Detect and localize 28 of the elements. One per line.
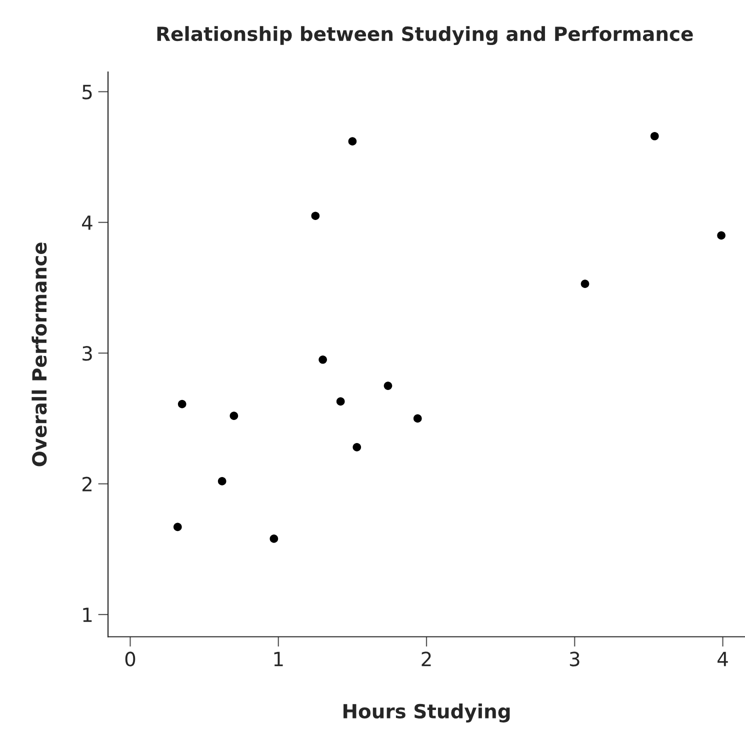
x-tick-label: 4 (718, 652, 728, 666)
y-tick-label: 1 (83, 608, 92, 622)
x-tick-label: 2 (422, 652, 431, 666)
point (178, 400, 186, 408)
point (352, 443, 362, 452)
x-tick-label: 1 (274, 652, 283, 666)
point (311, 212, 320, 220)
point (336, 397, 345, 406)
x-tick-label: 3 (570, 652, 580, 666)
point (717, 231, 726, 240)
y-tick-label: 2 (82, 476, 92, 492)
point (270, 534, 278, 543)
point (384, 382, 392, 390)
point (650, 132, 659, 140)
point (580, 280, 590, 288)
chart-title: Relationship between Studying and Performance (157, 26, 693, 46)
y-axis-title: Overall Performance (32, 242, 47, 466)
y-tick-label: 3 (82, 346, 92, 361)
point (348, 137, 357, 146)
point (218, 477, 226, 486)
point (413, 414, 422, 423)
point (230, 412, 238, 420)
y-tick-label: 4 (82, 216, 92, 230)
x-axis-title: Hours Studying (344, 703, 510, 722)
x-tick-label: 0 (125, 652, 136, 666)
point (173, 522, 182, 532)
y-tick-label: 5 (82, 84, 92, 100)
point (318, 355, 327, 364)
